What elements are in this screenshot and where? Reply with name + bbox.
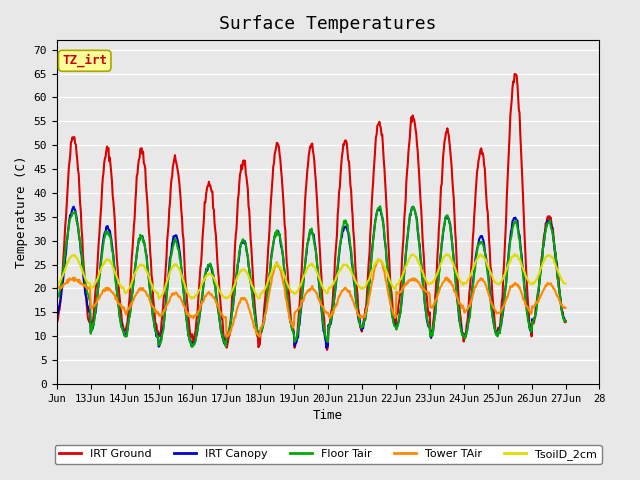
IRT Ground	[62, 215, 70, 221]
Floor Tair	[389, 316, 397, 322]
IRT Canopy	[62, 251, 70, 256]
IRT Canopy	[323, 345, 330, 351]
IRT Canopy	[70, 204, 77, 210]
Floor Tair	[562, 318, 570, 324]
Line: IRT Ground: IRT Ground	[57, 74, 566, 350]
TsoilD_2cm	[374, 257, 381, 263]
TsoilD_2cm	[167, 267, 175, 273]
TsoilD_2cm	[194, 290, 202, 296]
Title: Surface Temperatures: Surface Temperatures	[220, 15, 437, 33]
Y-axis label: Temperature (C): Temperature (C)	[15, 156, 28, 268]
Tower TAir	[562, 305, 570, 311]
Floor Tair	[194, 328, 202, 334]
IRT Ground	[193, 314, 201, 320]
Text: TZ_irt: TZ_irt	[62, 54, 108, 68]
IRT Ground	[562, 319, 570, 325]
IRT Ground	[323, 347, 331, 353]
TsoilD_2cm	[115, 278, 122, 284]
Tower TAir	[193, 312, 201, 318]
TsoilD_2cm	[62, 264, 70, 270]
IRT Canopy	[115, 305, 123, 311]
IRT Ground	[115, 277, 122, 283]
Tower TAir	[166, 296, 174, 301]
Floor Tair	[188, 344, 196, 350]
Floor Tair	[376, 204, 384, 209]
IRT Ground	[166, 200, 174, 205]
Line: Floor Tair: Floor Tair	[57, 206, 566, 347]
IRT Ground	[374, 123, 381, 129]
TsoilD_2cm	[511, 251, 518, 257]
IRT Canopy	[53, 309, 61, 315]
IRT Canopy	[374, 207, 382, 213]
Legend: IRT Ground, IRT Canopy, Floor Tair, Tower TAir, TsoilD_2cm: IRT Ground, IRT Canopy, Floor Tair, Towe…	[54, 444, 602, 465]
TsoilD_2cm	[562, 281, 570, 287]
Floor Tair	[53, 294, 61, 300]
Tower TAir	[62, 280, 70, 286]
X-axis label: Time: Time	[313, 409, 343, 422]
TsoilD_2cm	[388, 283, 396, 288]
Floor Tair	[374, 208, 381, 214]
Line: IRT Canopy: IRT Canopy	[57, 207, 566, 348]
Line: Tower TAir: Tower TAir	[57, 259, 566, 337]
Floor Tair	[166, 263, 174, 268]
IRT Ground	[388, 298, 396, 303]
Floor Tair	[115, 300, 122, 306]
IRT Canopy	[194, 326, 202, 332]
IRT Canopy	[167, 253, 175, 259]
Tower TAir	[374, 259, 381, 264]
IRT Canopy	[562, 318, 570, 324]
Line: TsoilD_2cm: TsoilD_2cm	[57, 254, 566, 299]
TsoilD_2cm	[155, 296, 163, 302]
Tower TAir	[223, 334, 230, 340]
Tower TAir	[53, 287, 61, 292]
IRT Canopy	[389, 315, 397, 321]
Tower TAir	[389, 309, 397, 315]
TsoilD_2cm	[53, 282, 61, 288]
Tower TAir	[115, 301, 122, 307]
Tower TAir	[375, 256, 383, 262]
IRT Ground	[53, 318, 61, 324]
IRT Ground	[511, 71, 518, 77]
Floor Tair	[62, 241, 70, 247]
